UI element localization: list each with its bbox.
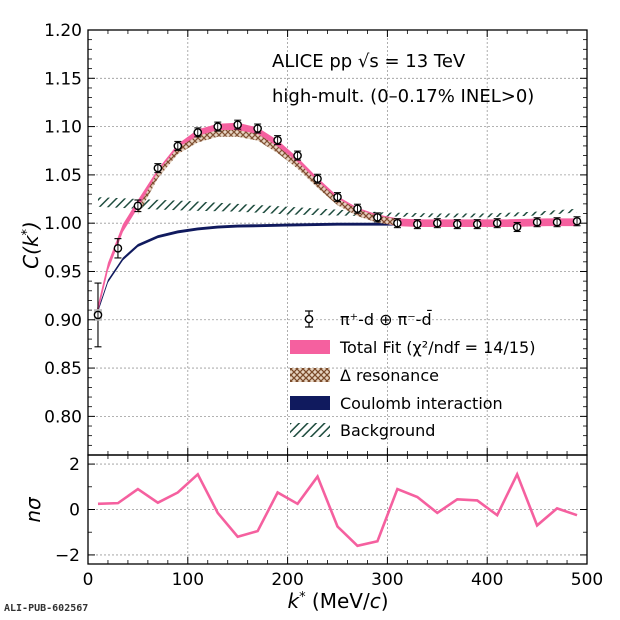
data-points	[93, 119, 582, 348]
legend-entry-coulomb: Coulomb interaction	[290, 394, 503, 413]
data-point	[532, 217, 542, 228]
top-y-tick-label: 1.05	[44, 166, 82, 186]
top-y-tick-label: 0.80	[44, 407, 82, 427]
data-point	[173, 140, 183, 151]
bottom-y-tick-labels: −2 0 2	[55, 455, 80, 566]
data-point	[572, 216, 582, 227]
bottom-y-axis-title: nσ	[21, 496, 45, 523]
total-fit-band	[95, 122, 578, 321]
x-tick-labels: 0 100 200 300 400 500	[83, 570, 604, 590]
x-tick-label: 200	[271, 570, 303, 590]
data-point	[512, 222, 522, 233]
data-point	[333, 192, 342, 203]
data-point	[313, 173, 322, 184]
top-y-tick-label: 1.15	[44, 69, 82, 89]
data-point	[233, 119, 242, 130]
legend-entry-fit: Total Fit (χ²/ndf = 14/15)	[290, 338, 535, 357]
total-fit-band-path	[95, 122, 578, 321]
data-point	[193, 127, 203, 138]
top-y-tick-label: 0.95	[44, 262, 82, 282]
x-tick-label: 400	[471, 570, 503, 590]
data-point	[253, 123, 262, 134]
x-tick-label: 300	[371, 570, 403, 590]
data-point	[93, 282, 103, 348]
data-point	[432, 218, 442, 229]
data-point	[472, 219, 482, 230]
data-point	[552, 217, 562, 228]
correlation-panel: 0.80 0.85 0.90 0.95 1.00 1.05 1.10 1.15 1.20 C(k…	[19, 21, 588, 456]
legend-label-points: π⁺-d ⊕ π⁻-d̄	[340, 310, 432, 329]
data-point	[413, 219, 422, 230]
top-y-tick-label: 0.90	[44, 311, 82, 331]
data-point	[153, 163, 163, 174]
selection-label: high-mult. (0–0.17% INEL>0)	[272, 86, 534, 107]
data-point	[492, 218, 502, 229]
data-point	[213, 121, 223, 132]
data-point	[293, 150, 302, 161]
delta-resonance-band	[137, 129, 398, 226]
nsigma-line	[97, 471, 578, 548]
legend-label-coulomb: Coulomb interaction	[340, 394, 503, 413]
top-ticks	[87, 29, 588, 455]
data-point	[273, 135, 282, 146]
bottom-y-tick-label: 2	[69, 455, 80, 475]
legend-label-delta: Δ resonance	[340, 366, 439, 385]
publication-id: ALI-PUB-602567	[4, 603, 89, 614]
data-point	[113, 238, 123, 259]
data-point	[353, 203, 362, 214]
legend-entry-points: π⁺-d ⊕ π⁻-d̄	[304, 310, 432, 329]
x-tick-label: 100	[172, 570, 204, 590]
legend-label-background: Background	[340, 421, 435, 440]
data-point	[133, 199, 143, 213]
data-point	[373, 212, 382, 223]
top-y-tick-label: 1.10	[44, 118, 82, 138]
data-point	[452, 219, 462, 230]
x-tick-label: 0	[83, 570, 94, 590]
legend-label-fit: Total Fit (χ²/ndf = 14/15)	[339, 338, 535, 357]
bottom-y-tick-label: 0	[69, 501, 80, 521]
experiment-label: ALICE pp √s = 13 TeV	[272, 51, 466, 72]
data-point	[393, 218, 402, 229]
background-band-path	[97, 197, 578, 218]
legend-entry-background: Background	[290, 421, 435, 440]
top-y-tick-label: 0.85	[44, 359, 82, 379]
bottom-grid	[88, 455, 587, 564]
delta-resonance-band-path	[137, 129, 398, 226]
top-y-tick-label: 1.00	[44, 214, 82, 234]
x-tick-label: 500	[571, 570, 603, 590]
background-band	[97, 197, 578, 218]
nsigma-panel: −202 0 100 200 300 400 500 nσ k* (MeV/c)	[21, 454, 604, 613]
top-y-tick-label: 1.20	[44, 21, 82, 41]
coulomb-band-path	[95, 221, 578, 319]
legend: π⁺-d ⊕ π⁻-d̄ Total Fit (χ²/ndf = 14/15) …	[290, 310, 535, 440]
bottom-y-tick-label: −2	[55, 546, 80, 566]
coulomb-band	[95, 221, 578, 319]
top-y-axis-title: C(k*)	[19, 221, 43, 269]
x-axis-title: k* (MeV/c)	[287, 589, 388, 613]
top-grid	[88, 30, 587, 455]
bottom-ticks	[87, 455, 588, 564]
top-y-tick-labels: 0.80 0.85 0.90 0.95 1.00 1.05 1.10 1.15 1.20	[44, 21, 82, 427]
legend-entry-delta: Δ resonance	[290, 366, 439, 385]
